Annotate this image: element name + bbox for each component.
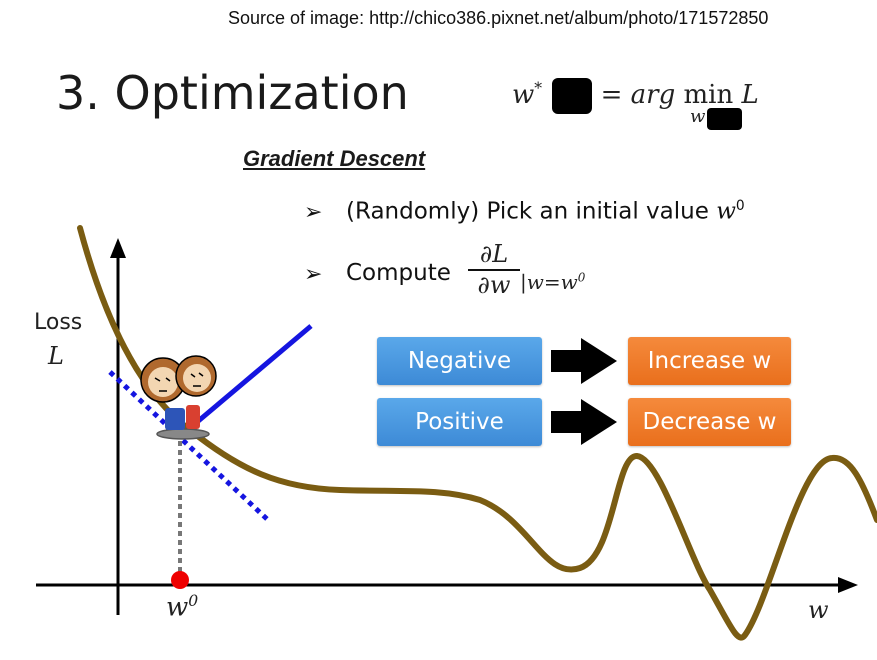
- y-axis-arrowhead: [110, 238, 126, 258]
- x-axis-arrowhead: [838, 577, 858, 593]
- decrease-w-box: Decrease w: [628, 398, 791, 446]
- y-axis-label: Loss: [34, 310, 83, 335]
- evaluation-text: |w=w: [520, 270, 578, 294]
- positive-box: Positive: [377, 398, 542, 446]
- bullet-text: (Randomly) Pick an initial value: [346, 198, 709, 225]
- x-axis-label: w: [808, 596, 829, 624]
- point-label-sup: 0: [188, 592, 199, 610]
- tangent-line: [108, 370, 270, 522]
- point-label: w0: [166, 592, 198, 623]
- negative-box: Negative: [377, 337, 542, 385]
- formula-arg: arg: [630, 80, 676, 110]
- slide-title: 3. Optimization: [56, 66, 409, 120]
- formula-lhs: w: [512, 80, 535, 110]
- bullet-arrow-icon: ➢: [304, 200, 323, 225]
- redacted-subscript-block: [707, 108, 742, 130]
- bullet-math: w: [716, 198, 736, 225]
- evaluation-sup: 0: [577, 270, 586, 285]
- formula-min: min: [683, 80, 734, 110]
- formula-subscript: w: [690, 106, 706, 127]
- character-illustration: [140, 355, 217, 440]
- source-note: Source of image: http://chico386.pixnet.…: [228, 8, 769, 28]
- bullet-arrow-icon: ➢: [304, 262, 323, 287]
- increase-w-box: Increase w: [628, 337, 791, 385]
- right-arrow-icon: [551, 399, 617, 445]
- section-title: Gradient Descent: [243, 146, 426, 171]
- loss-curve: [77, 225, 877, 641]
- optimization-formula: w* = arg min L: [512, 78, 759, 114]
- gradient-fraction: ∂L ∂w: [468, 240, 520, 299]
- right-arrow-icon: [551, 338, 617, 384]
- gradient-evaluation: |w=w0: [520, 270, 585, 294]
- fraction-denominator: ∂w: [477, 271, 511, 299]
- formula-lhs-sup: *: [534, 79, 543, 98]
- y-axis-variable: L: [48, 342, 64, 370]
- fraction-numerator: ∂L: [468, 240, 520, 271]
- initial-point: [171, 571, 189, 589]
- bullet-math-sup: 0: [735, 198, 745, 214]
- bullet-pick-initial: (Randomly) Pick an initial value w0: [346, 198, 745, 225]
- formula-var: L: [741, 80, 759, 110]
- bullet-compute: Compute: [346, 260, 451, 286]
- direction-line: [188, 324, 313, 430]
- redacted-block: [552, 78, 593, 114]
- point-label-var: w: [166, 592, 189, 623]
